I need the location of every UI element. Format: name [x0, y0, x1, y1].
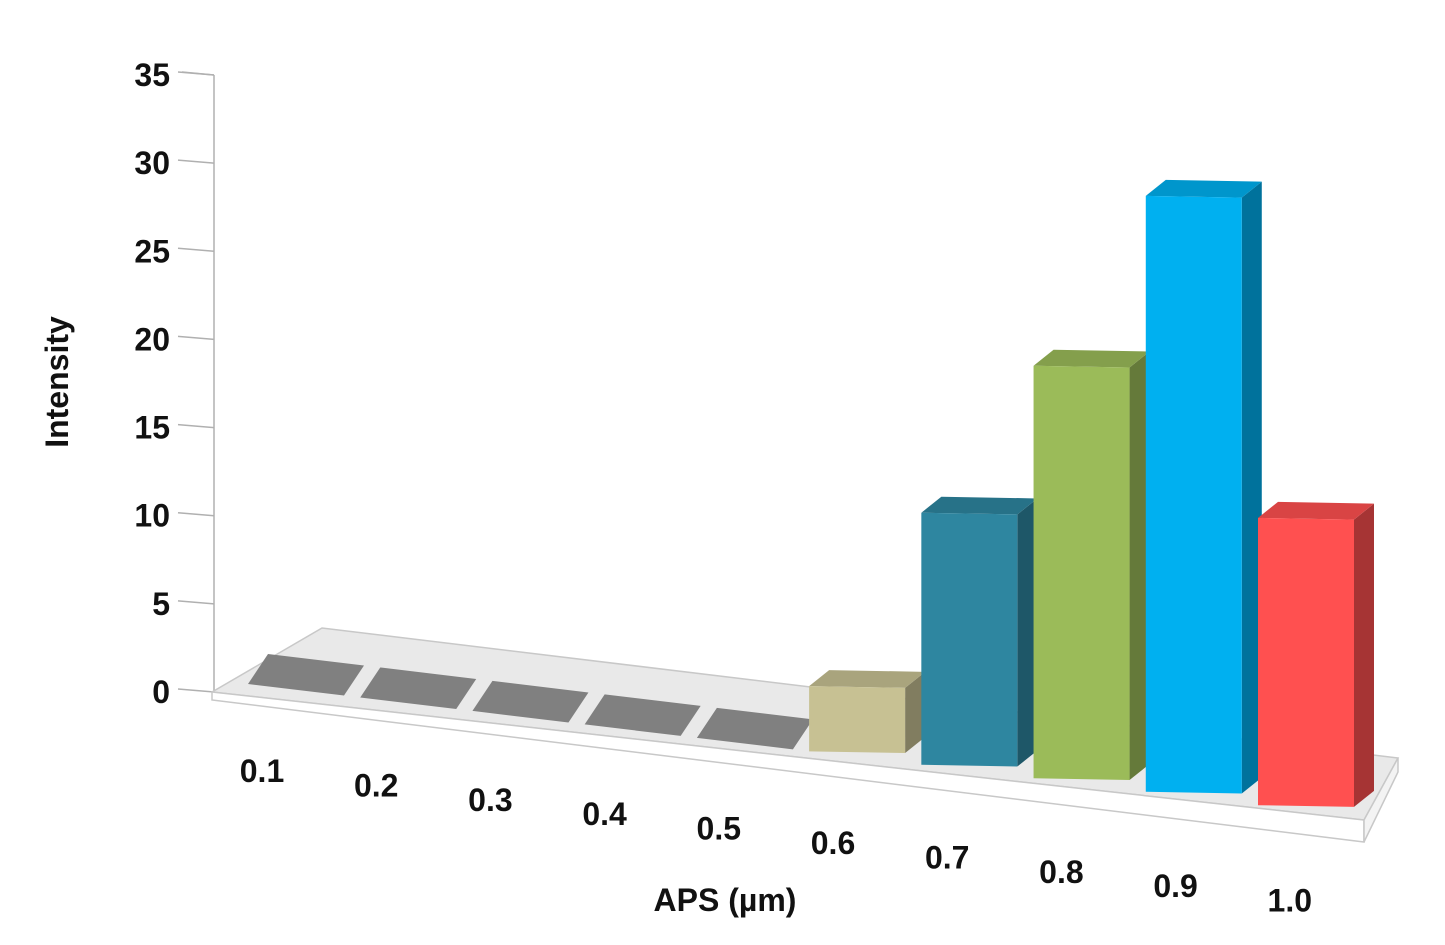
bar-top-face [1258, 501, 1374, 520]
x-tick-label: 0.9 [1153, 868, 1197, 904]
bars-layer [248, 179, 1374, 807]
y-tick-mark [177, 600, 215, 605]
x-axis-title: APS (µm) [654, 882, 797, 918]
bar-side-face [1129, 351, 1150, 780]
bar-top-face [1145, 179, 1262, 198]
y-tick-labels: 0 5 10 15 20 25 30 35 [134, 57, 170, 710]
x-tick-label: 0.7 [925, 839, 969, 875]
bar-zero-tile [360, 667, 477, 709]
y-tick-label: 0 [152, 674, 170, 710]
bar-zero-tile [696, 707, 813, 750]
bar [1145, 195, 1242, 794]
y-tick-mark [177, 247, 215, 253]
y-tick-label: 5 [152, 586, 170, 622]
bar [921, 512, 1018, 767]
bar-zero-tile [472, 680, 589, 723]
bar-side-face [1241, 181, 1262, 794]
y-tick-label: 20 [134, 321, 170, 357]
x-tick-label: 0.8 [1039, 854, 1083, 890]
x-tick-labels: 0.1 0.2 0.3 0.4 0.5 0.6 0.7 0.8 0.9 1.0 [240, 753, 1312, 919]
x-tick-label: 0.5 [697, 811, 741, 847]
bar [1033, 365, 1130, 780]
y-tick-label: 10 [134, 498, 170, 534]
bar [809, 686, 906, 754]
bar-top-face [809, 670, 926, 688]
bar-side-face [1354, 503, 1374, 807]
y-tick-mark [177, 511, 215, 517]
y-tick-label: 35 [134, 57, 170, 93]
y-tick-mark [177, 71, 215, 76]
y-tick-label: 15 [134, 410, 170, 446]
bar [1258, 517, 1354, 807]
bar-top-face [921, 496, 1038, 515]
y-tick-mark [177, 688, 215, 693]
x-tick-label: 0.3 [468, 782, 512, 818]
y-tick-mark [177, 423, 215, 429]
x-tick-label: 0.6 [811, 825, 855, 861]
y-tick-label: 25 [134, 233, 170, 269]
bar-side-face [1017, 498, 1038, 767]
y-tick-label: 30 [134, 145, 170, 181]
bar-zero-tile [584, 694, 701, 736]
floor-side-edge [1363, 757, 1399, 843]
x-tick-label: 1.0 [1268, 883, 1312, 919]
x-tick-label: 0.1 [240, 753, 284, 789]
x-tick-label: 0.4 [582, 796, 627, 832]
y-axis-title: Intensity [39, 316, 75, 448]
y-tick-mark [177, 159, 215, 164]
axis-layer [177, 71, 215, 693]
y-tick-mark [177, 335, 215, 341]
bar-side-face [905, 671, 926, 754]
bar-top-face [1033, 349, 1150, 368]
x-tick-label: 0.2 [354, 767, 398, 803]
bar-zero-tile [248, 654, 364, 696]
